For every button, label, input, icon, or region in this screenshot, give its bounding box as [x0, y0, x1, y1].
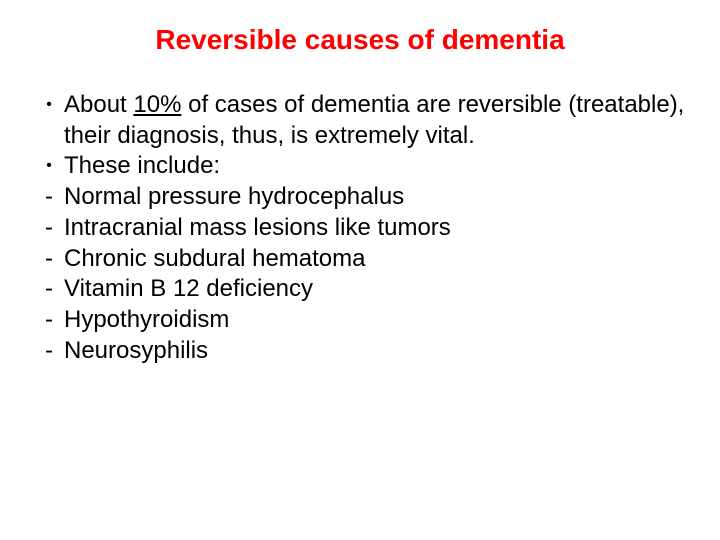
list-item: -Normal pressure hydrocephalus: [34, 182, 690, 213]
list-item-text: Normal pressure hydrocephalus: [64, 182, 690, 213]
list-item: -Vitamin B 12 deficiency: [34, 274, 690, 305]
dash-icon: -: [34, 336, 64, 367]
dash-icon: -: [34, 213, 64, 244]
list-item-text: Neurosyphilis: [64, 336, 690, 367]
list-item-text: Hypothyroidism: [64, 305, 690, 336]
list-item: •About 10% of cases of dementia are reve…: [34, 90, 690, 151]
list-item: -Intracranial mass lesions like tumors: [34, 213, 690, 244]
slide-body: •About 10% of cases of dementia are reve…: [30, 90, 690, 366]
list-item-text: About 10% of cases of dementia are rever…: [64, 90, 690, 151]
list-item: -Chronic subdural hematoma: [34, 244, 690, 275]
list-item-text: These include:: [64, 151, 690, 182]
dash-icon: -: [34, 182, 64, 213]
bullet-icon: •: [34, 151, 64, 174]
bullet-icon: •: [34, 90, 64, 113]
dash-icon: -: [34, 244, 64, 275]
list-item: -Neurosyphilis: [34, 336, 690, 367]
dash-icon: -: [34, 274, 64, 305]
list-item: •These include:: [34, 151, 690, 182]
slide: Reversible causes of dementia •About 10%…: [0, 0, 720, 540]
dash-icon: -: [34, 305, 64, 336]
list-item: -Hypothyroidism: [34, 305, 690, 336]
list-item-text: Intracranial mass lesions like tumors: [64, 213, 690, 244]
underlined-text: 10%: [133, 91, 181, 118]
list-item-text: Vitamin B 12 deficiency: [64, 274, 690, 305]
list-item-text: Chronic subdural hematoma: [64, 244, 690, 275]
slide-title: Reversible causes of dementia: [30, 24, 690, 56]
